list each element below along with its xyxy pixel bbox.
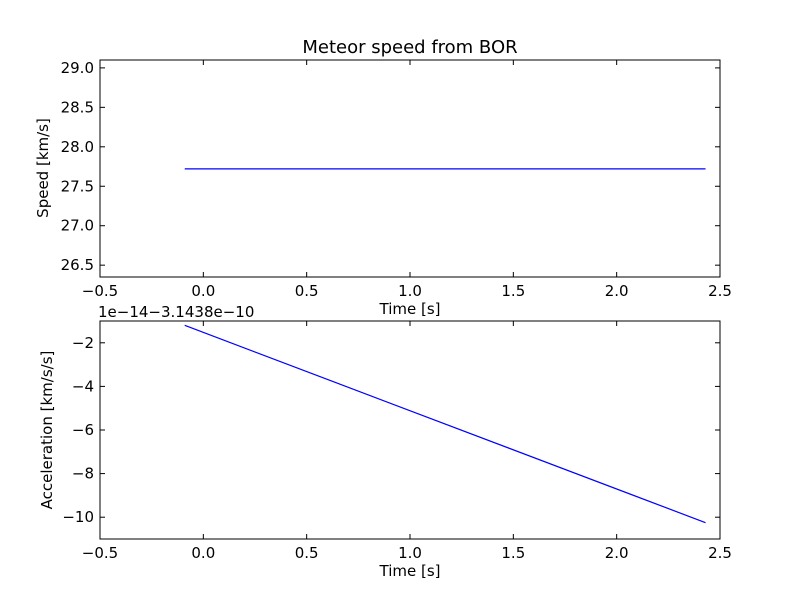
- acceleration-x-tick-label: 0.5: [295, 544, 319, 562]
- acceleration-x-tick-label: 2.0: [605, 544, 629, 562]
- acceleration-subplot: 1e−14−3.1438e−10 Acceleration [km/s/s] T…: [38, 303, 732, 580]
- speed-x-axis-label: Time [s]: [379, 300, 441, 318]
- acceleration-x-tick-label: 1.0: [398, 544, 422, 562]
- acceleration-y-axis-label: Acceleration [km/s/s]: [38, 351, 56, 510]
- chart-title: Meteor speed from BOR: [302, 37, 517, 58]
- speed-x-tick-label: 1.0: [398, 282, 422, 300]
- speed-y-axis-label: Speed [km/s]: [34, 118, 52, 218]
- speed-subplot: Meteor speed from BOR Speed [km/s] Time …: [34, 37, 732, 318]
- acceleration-y-tick-label: −4: [72, 377, 94, 395]
- acceleration-x-tick-label: 0.0: [191, 544, 215, 562]
- speed-y-tick-label: 27.0: [61, 217, 94, 235]
- speed-x-tick-label: −0.5: [82, 282, 118, 300]
- acceleration-x-tick-label: 1.5: [501, 544, 525, 562]
- acceleration-y-tick-label: −2: [72, 334, 94, 352]
- speed-x-tick-label: 0.5: [295, 282, 319, 300]
- acceleration-y-tick-label: −8: [72, 465, 94, 483]
- acceleration-y-tick-label: −6: [72, 421, 94, 439]
- speed-x-tick-label: 2.0: [605, 282, 629, 300]
- acceleration-offset-label: 1e−14−3.1438e−10: [98, 303, 254, 321]
- acceleration-x-tick-label: 2.5: [708, 544, 732, 562]
- speed-y-tick-label: 28.5: [61, 98, 94, 116]
- speed-y-tick-label: 28.0: [61, 138, 94, 156]
- speed-y-tick-label: 26.5: [61, 256, 94, 274]
- acceleration-x-tick-label: −0.5: [82, 544, 118, 562]
- speed-y-tick-label: 29.0: [61, 59, 94, 77]
- acceleration-series-line: [184, 324, 706, 524]
- speed-x-tick-label: 2.5: [708, 282, 732, 300]
- speed-x-tick-label: 0.0: [191, 282, 215, 300]
- acceleration-y-tick-label: −10: [62, 508, 94, 526]
- speed-y-tick-label: 27.5: [61, 177, 94, 195]
- acceleration-x-axis-label: Time [s]: [379, 562, 441, 580]
- speed-x-tick-label: 1.5: [501, 282, 525, 300]
